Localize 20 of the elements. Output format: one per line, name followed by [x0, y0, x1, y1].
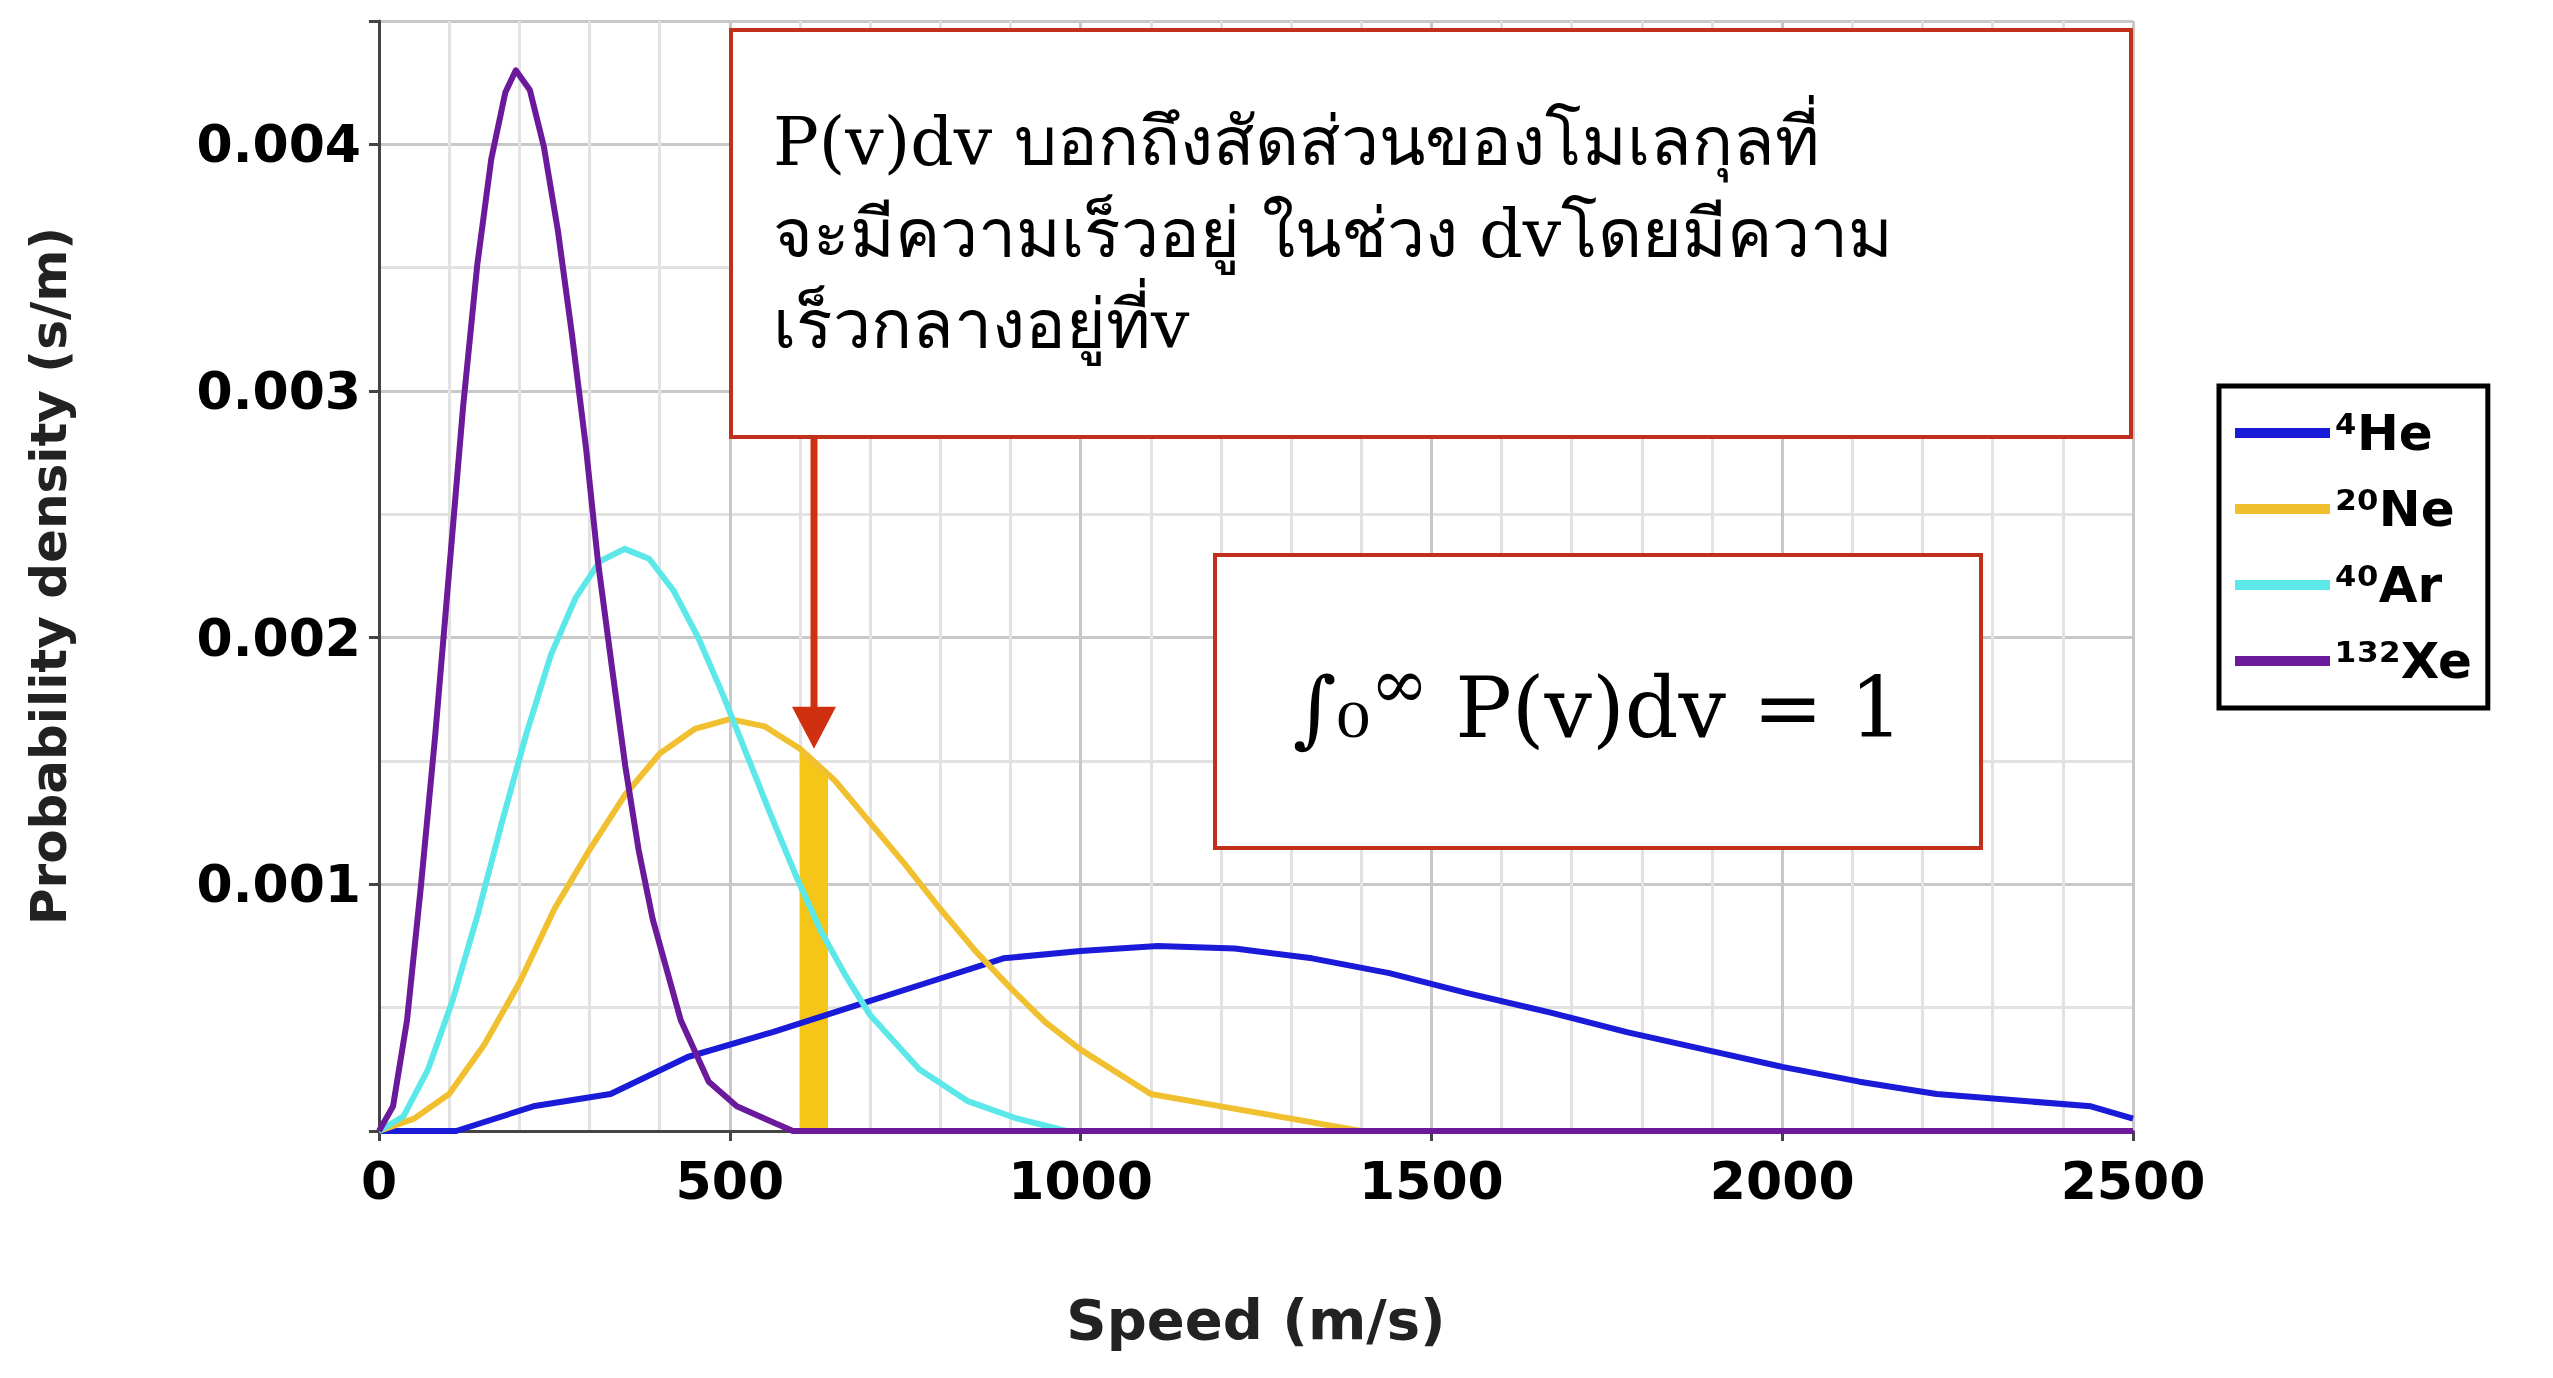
y-tick-label: 0.002 — [196, 607, 361, 668]
note-box: P(v)dv บอกถึงสัดส่วนของโมเลกุลที่ จะมีความเร็วอยู่ ในช่วง dvโดยมีความ เร็วกลางอยู่ที่v — [729, 28, 2133, 439]
y-tick-label: 0.003 — [196, 361, 361, 421]
x-tick-label: 2000 — [1709, 1151, 1855, 1211]
annotation: P(v)dv บอกถึงสัดส่วนของโมเลกุลที่ จะมีความเร็วอยู่ ในช่วง dvโดยมีความ เร็วกลางอยู่ที่v — [773, 95, 1894, 368]
legend-label: ⁴He — [2335, 404, 2433, 462]
x-tick-label: 1500 — [1359, 1151, 1504, 1211]
note-box: ∫₀$^{∞}$ P(v)dv = 1 — [1213, 553, 1983, 850]
x-axis-title: Speed (m/s) — [1066, 1286, 1446, 1352]
x-tick-label: 2500 — [2060, 1151, 2206, 1211]
annotation: ∫₀$^{∞}$ P(v)dv = 1 — [1292, 642, 1904, 760]
legend-label: ⁴⁰Ar — [2335, 556, 2443, 614]
y-tick-label: 0.001 — [196, 854, 361, 915]
x-tick-label: 0 — [360, 1151, 398, 1211]
y-axis-title: Probability density (s/m) — [20, 226, 78, 926]
x-tick-label: 1000 — [1008, 1151, 1153, 1211]
legend-label: ²⁰Ne — [2335, 480, 2455, 538]
legend-label: ¹³²Xe — [2335, 632, 2472, 690]
x-tick-label: 500 — [675, 1151, 785, 1211]
y-tick-label: 0.004 — [196, 114, 361, 175]
